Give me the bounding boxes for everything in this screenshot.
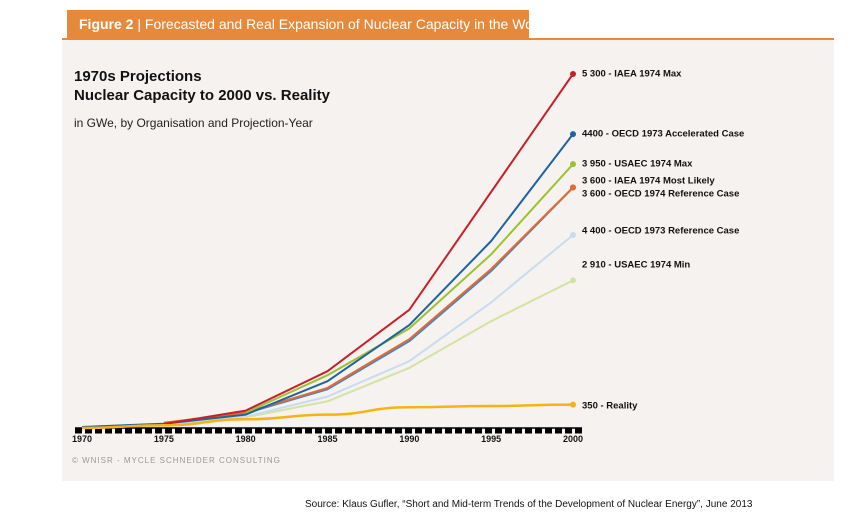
- chart-title: 1970s Projections Nuclear Capacity to 20…: [74, 67, 330, 105]
- series-label-iaea_max: 5 300 - IAEA 1974 Max: [582, 69, 682, 80]
- chart-subtitle: in GWe, by Organisation and Projection-Y…: [74, 116, 313, 130]
- series-line-usaec_min: [245, 279, 574, 419]
- series-endpoint-usaec_max: [570, 161, 576, 168]
- series-endpoint-oecd_ref73_light: [570, 231, 576, 238]
- figure-number: Figure 2: [79, 16, 134, 32]
- series-label-iaea_likely: 3 600 - IAEA 1974 Most Likely: [582, 176, 715, 187]
- series-endpoint-iaea_likely: [570, 184, 576, 191]
- series-label-oecd_ref73_light: 4 400 - OECD 1973 Reference Case: [582, 226, 739, 237]
- x-tick-label: 1990: [399, 434, 419, 444]
- series-label-reality: 350 - Reality: [582, 401, 638, 412]
- series-endpoint-iaea_max: [570, 71, 576, 77]
- series-line-oecd_ref73_light: [163, 234, 574, 426]
- chart-title-line2: Nuclear Capacity to 2000 vs. Reality: [74, 87, 330, 104]
- source-note: Source: Klaus Gufler, “Short and Mid-ter…: [305, 499, 753, 510]
- series-label-usaec_max: 3 950 - USAEC 1974 Max: [582, 159, 693, 170]
- figure-banner: Figure 2 | Forecasted and Real Expansion…: [67, 10, 529, 38]
- copyright-credit: © WNISR - MYCLE SCHNEIDER CONSULTING: [72, 456, 281, 465]
- series-line-oecd_acc: [81, 133, 574, 428]
- series-line-iaea_likely: [163, 186, 574, 424]
- x-tick-label: 1975: [154, 434, 174, 444]
- series-endpoint-oecd_acc: [570, 131, 576, 138]
- x-tick-label: 1985: [317, 434, 337, 444]
- x-tick-label: 1995: [481, 434, 501, 444]
- series-line-iaea_max: [163, 73, 574, 425]
- series-line-reality: [81, 403, 574, 430]
- chart-title-line1: 1970s Projections: [74, 68, 202, 85]
- series-endpoint-reality: [570, 401, 576, 408]
- series-line-oecd_ref73: [245, 186, 574, 415]
- x-tick-label: 1980: [236, 434, 256, 444]
- series-endpoint-usaec_min: [570, 277, 576, 284]
- x-tick-label: 2000: [563, 434, 583, 444]
- series-line-usaec_max: [245, 163, 574, 414]
- figure-separator: |: [137, 16, 141, 32]
- figure-title: Forecasted and Real Expansion of Nuclear…: [144, 16, 529, 32]
- series-label-oecd_ref73: 3 600 - OECD 1974 Reference Case: [582, 189, 739, 200]
- series-label-oecd_acc: 4400 - OECD 1973 Accelerated Case: [582, 129, 744, 140]
- x-tick-label: 1970: [72, 434, 92, 444]
- series-label-usaec_min: 2 910 - USAEC 1974 Min: [582, 260, 690, 271]
